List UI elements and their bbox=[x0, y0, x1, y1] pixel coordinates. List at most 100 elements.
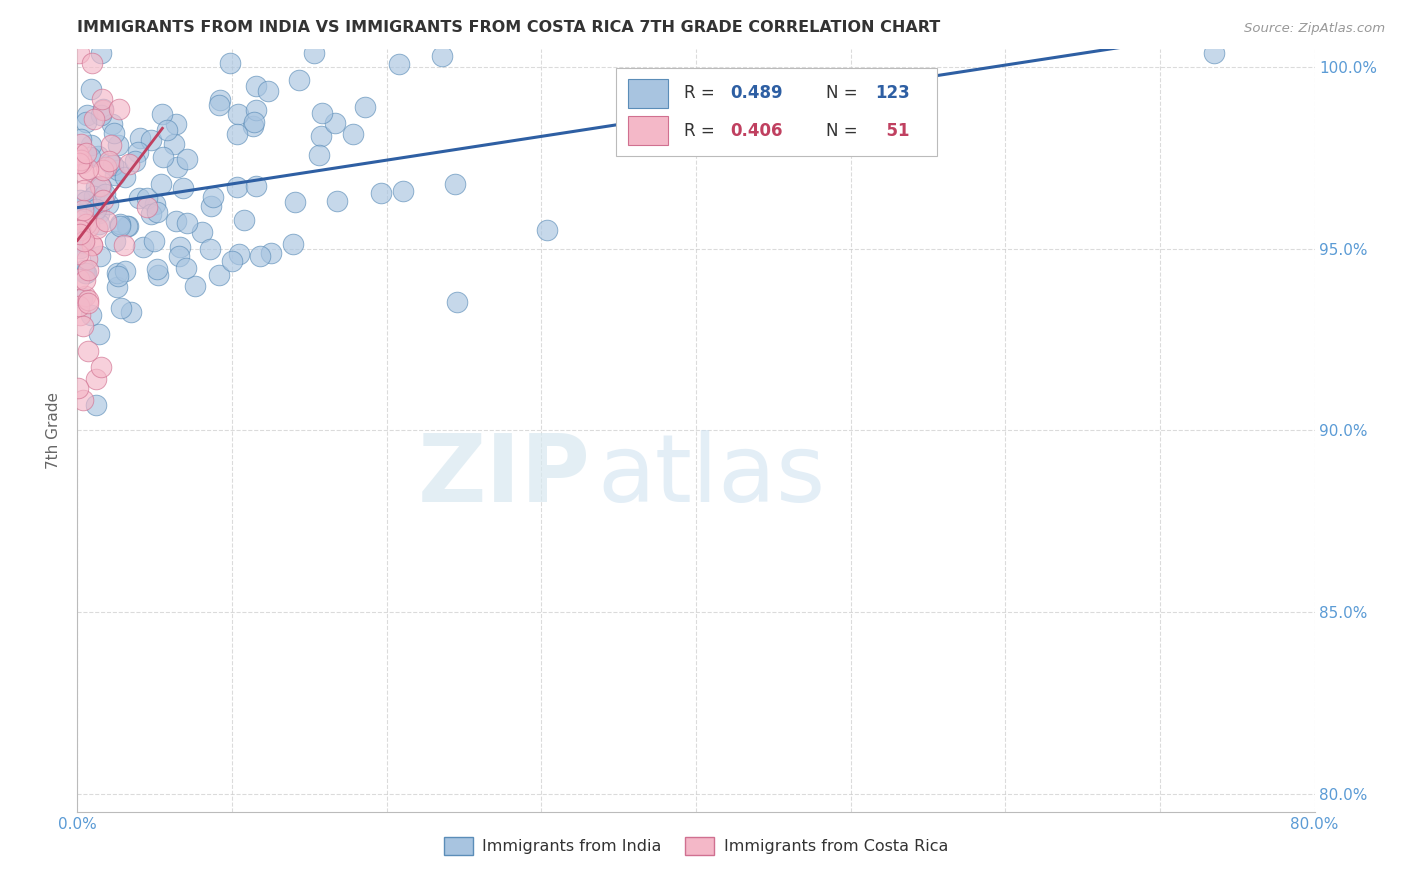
Point bbox=[308, 148, 330, 162]
Point bbox=[198, 242, 221, 256]
Point bbox=[67, 272, 90, 286]
Point bbox=[120, 304, 142, 318]
Point bbox=[90, 45, 112, 60]
Legend: Immigrants from India, Immigrants from Costa Rica: Immigrants from India, Immigrants from C… bbox=[437, 830, 955, 861]
Point bbox=[70, 137, 93, 152]
Point bbox=[145, 196, 167, 211]
Point bbox=[105, 280, 128, 294]
Point bbox=[94, 160, 117, 174]
Point bbox=[89, 178, 111, 193]
Point bbox=[152, 150, 174, 164]
Point bbox=[432, 48, 454, 62]
Point bbox=[245, 103, 267, 117]
Point bbox=[249, 249, 271, 263]
Point bbox=[80, 309, 103, 323]
Point bbox=[141, 133, 163, 147]
Point bbox=[201, 189, 224, 203]
Point bbox=[172, 181, 194, 195]
Point bbox=[108, 217, 131, 231]
Point bbox=[73, 166, 96, 180]
Point bbox=[208, 94, 231, 108]
Point bbox=[90, 108, 112, 122]
Point bbox=[79, 138, 101, 153]
Y-axis label: 7th Grade: 7th Grade bbox=[46, 392, 62, 469]
Point bbox=[323, 116, 346, 130]
Point bbox=[73, 266, 96, 280]
Point bbox=[103, 126, 125, 140]
Point bbox=[86, 149, 108, 163]
Point bbox=[392, 184, 415, 198]
Point bbox=[69, 308, 91, 322]
Point bbox=[257, 84, 280, 98]
Point bbox=[150, 177, 173, 191]
Point bbox=[284, 194, 307, 209]
Point bbox=[166, 160, 188, 174]
Point bbox=[309, 129, 332, 144]
Point bbox=[80, 237, 103, 252]
Point bbox=[163, 137, 186, 152]
Point bbox=[73, 263, 96, 277]
Point bbox=[72, 392, 94, 407]
Point bbox=[245, 78, 267, 93]
Point bbox=[174, 260, 197, 275]
Point bbox=[143, 234, 166, 248]
Point bbox=[150, 106, 173, 120]
Point bbox=[73, 183, 96, 197]
Point bbox=[76, 343, 98, 358]
Point bbox=[191, 225, 214, 239]
Point bbox=[91, 103, 114, 118]
Point bbox=[83, 189, 105, 203]
Point bbox=[146, 262, 169, 277]
Point bbox=[245, 178, 267, 193]
Point bbox=[69, 222, 91, 236]
Text: 0.406: 0.406 bbox=[731, 121, 783, 140]
Point bbox=[91, 103, 114, 117]
Point bbox=[165, 214, 187, 228]
Text: N =: N = bbox=[825, 85, 863, 103]
Point bbox=[69, 153, 91, 167]
Point bbox=[80, 82, 103, 96]
Point bbox=[146, 204, 169, 219]
Point bbox=[388, 57, 411, 71]
Point bbox=[104, 234, 127, 248]
Point bbox=[90, 92, 112, 106]
Point bbox=[114, 264, 136, 278]
Point bbox=[446, 295, 468, 310]
Point bbox=[73, 236, 96, 251]
Point bbox=[89, 249, 111, 263]
Text: ZIP: ZIP bbox=[418, 430, 591, 522]
Point bbox=[75, 266, 97, 280]
Point bbox=[444, 177, 467, 191]
Point bbox=[226, 128, 249, 142]
Point bbox=[536, 222, 558, 236]
Point bbox=[77, 219, 100, 234]
Point bbox=[101, 158, 124, 172]
Point bbox=[83, 205, 105, 219]
Point bbox=[76, 293, 98, 307]
FancyBboxPatch shape bbox=[628, 116, 668, 145]
Point bbox=[69, 156, 91, 170]
Point bbox=[169, 240, 191, 254]
Point bbox=[69, 227, 91, 241]
Point bbox=[105, 266, 128, 280]
Point bbox=[73, 289, 96, 303]
Point bbox=[91, 193, 114, 207]
Point bbox=[281, 237, 304, 252]
Point bbox=[90, 359, 112, 374]
Point bbox=[76, 252, 98, 266]
Point bbox=[67, 45, 90, 60]
Point bbox=[70, 207, 93, 221]
Point bbox=[302, 45, 325, 60]
FancyBboxPatch shape bbox=[628, 78, 668, 108]
Point bbox=[200, 199, 222, 213]
Point bbox=[225, 180, 247, 194]
Point bbox=[115, 219, 138, 234]
Point bbox=[165, 117, 187, 131]
Point bbox=[129, 131, 152, 145]
Point bbox=[89, 217, 111, 231]
Point bbox=[232, 212, 254, 227]
Point bbox=[69, 193, 91, 207]
Point bbox=[136, 200, 159, 214]
Point bbox=[288, 73, 311, 87]
Point bbox=[73, 212, 96, 227]
